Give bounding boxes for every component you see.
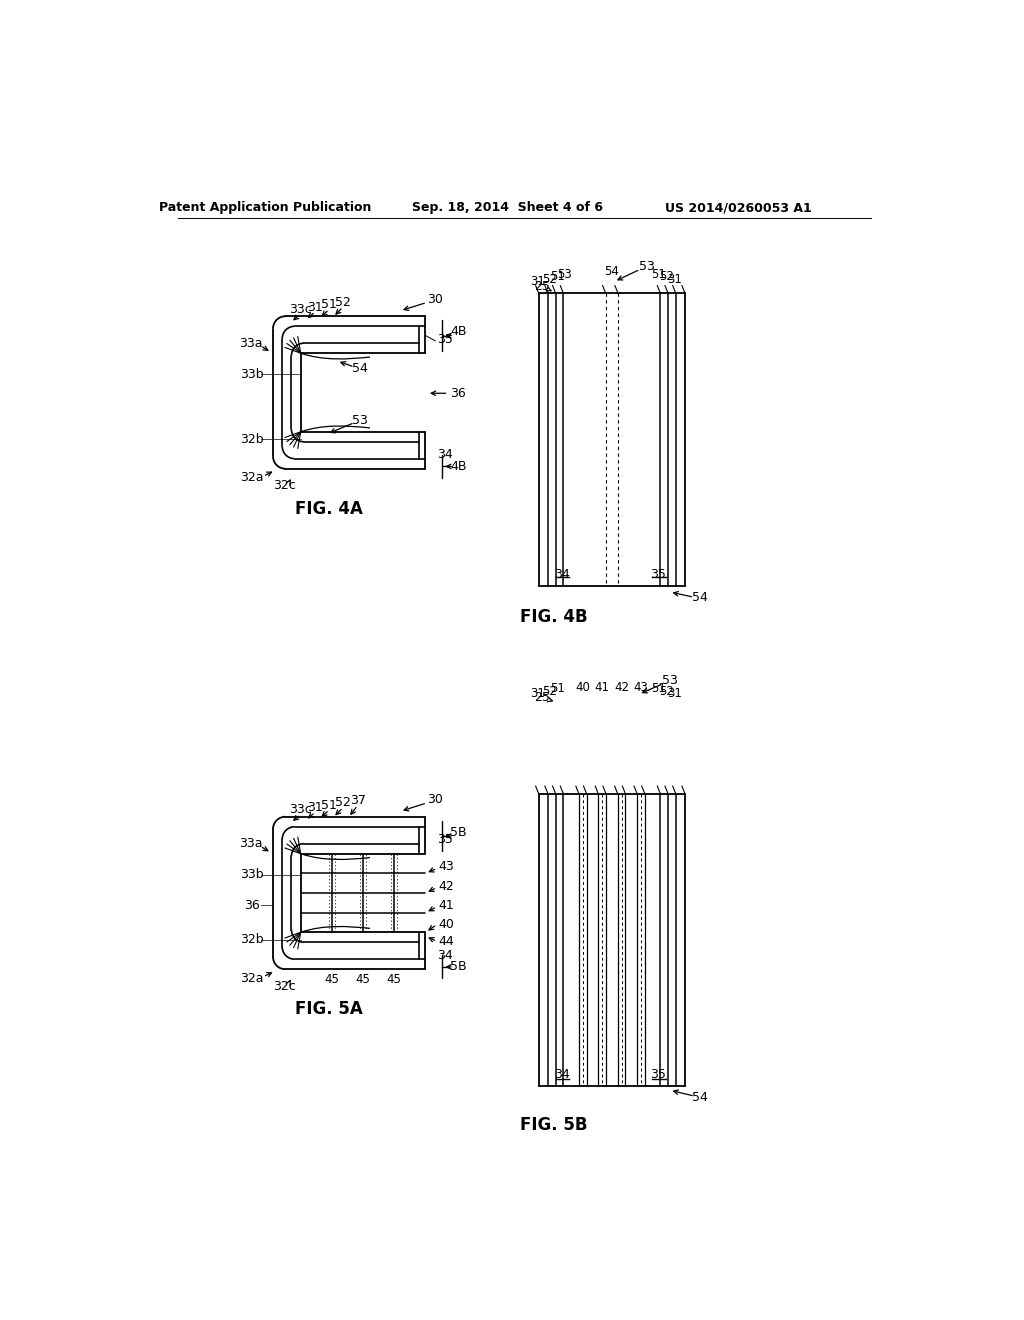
Text: 32b: 32b: [241, 933, 264, 946]
Text: 40: 40: [575, 681, 590, 694]
Text: 35: 35: [437, 833, 453, 846]
Text: 45: 45: [387, 973, 401, 986]
Text: 31: 31: [667, 686, 682, 700]
Text: 51: 51: [551, 271, 565, 284]
Text: FIG. 4B: FIG. 4B: [520, 607, 588, 626]
Text: 34: 34: [437, 449, 453, 462]
Text: Patent Application Publication: Patent Application Publication: [159, 201, 372, 214]
Text: 25: 25: [535, 280, 551, 293]
Text: 32c: 32c: [273, 479, 296, 492]
Text: 41: 41: [438, 899, 455, 912]
Text: 32b: 32b: [241, 433, 264, 446]
Text: 52: 52: [659, 271, 674, 284]
Text: 53: 53: [639, 260, 654, 273]
Text: 54: 54: [692, 1092, 709, 1105]
Text: 54: 54: [604, 265, 620, 279]
Text: 31: 31: [529, 686, 545, 700]
Text: 33a: 33a: [239, 837, 262, 850]
Text: 35: 35: [437, 333, 453, 346]
Text: 36: 36: [451, 387, 466, 400]
Text: 34: 34: [437, 949, 453, 962]
Text: 51: 51: [651, 268, 667, 281]
Text: 35: 35: [650, 568, 666, 581]
Text: 53: 53: [662, 675, 678, 686]
Text: 33c: 33c: [289, 804, 311, 816]
Text: 33a: 33a: [239, 337, 262, 350]
Text: Sep. 18, 2014  Sheet 4 of 6: Sep. 18, 2014 Sheet 4 of 6: [413, 201, 603, 214]
Text: 33c: 33c: [289, 302, 311, 315]
Text: 43: 43: [438, 861, 455, 874]
Text: 52: 52: [542, 685, 557, 698]
Text: 52: 52: [659, 685, 674, 698]
Text: FIG. 4A: FIG. 4A: [295, 500, 364, 517]
Text: 44: 44: [438, 935, 455, 948]
Text: 41: 41: [595, 681, 609, 694]
Text: 51: 51: [322, 298, 337, 312]
Text: 31: 31: [307, 301, 324, 314]
Text: 52: 52: [542, 273, 557, 286]
Text: 52: 52: [335, 796, 351, 809]
Text: 30: 30: [427, 793, 442, 807]
Text: 36: 36: [245, 899, 260, 912]
Text: 32a: 32a: [241, 972, 264, 985]
Text: 51: 51: [551, 682, 565, 696]
Text: 42: 42: [438, 879, 455, 892]
Text: 52: 52: [335, 296, 351, 309]
Text: 51: 51: [322, 799, 337, 812]
Text: 32c: 32c: [273, 979, 296, 993]
Text: 5B: 5B: [451, 825, 467, 838]
Text: 45: 45: [325, 973, 339, 986]
Text: 54: 54: [352, 362, 368, 375]
Text: 4B: 4B: [451, 459, 467, 473]
Text: 34: 34: [554, 1068, 569, 1081]
Text: 4B: 4B: [451, 325, 467, 338]
Text: 25: 25: [535, 690, 551, 704]
Text: 53: 53: [352, 413, 368, 426]
Text: 31: 31: [307, 801, 324, 814]
Text: 33b: 33b: [241, 869, 264, 880]
Text: 34: 34: [554, 568, 569, 581]
Text: 33b: 33b: [241, 367, 264, 380]
Text: 30: 30: [427, 293, 442, 306]
Text: 51: 51: [651, 682, 667, 696]
Text: US 2014/0260053 A1: US 2014/0260053 A1: [666, 201, 812, 214]
Text: 43: 43: [634, 681, 648, 694]
Text: 42: 42: [614, 681, 629, 694]
Text: 54: 54: [692, 591, 709, 603]
Text: 45: 45: [355, 973, 371, 986]
Text: 37: 37: [350, 795, 366, 807]
Text: 31: 31: [667, 273, 682, 286]
Text: 31: 31: [529, 275, 545, 288]
Text: 35: 35: [650, 1068, 666, 1081]
Text: FIG. 5B: FIG. 5B: [520, 1115, 588, 1134]
Text: 53: 53: [557, 268, 572, 281]
Text: 40: 40: [438, 917, 455, 931]
Text: FIG. 5A: FIG. 5A: [295, 1001, 364, 1018]
Text: 32a: 32a: [241, 471, 264, 484]
Text: 5B: 5B: [451, 961, 467, 973]
